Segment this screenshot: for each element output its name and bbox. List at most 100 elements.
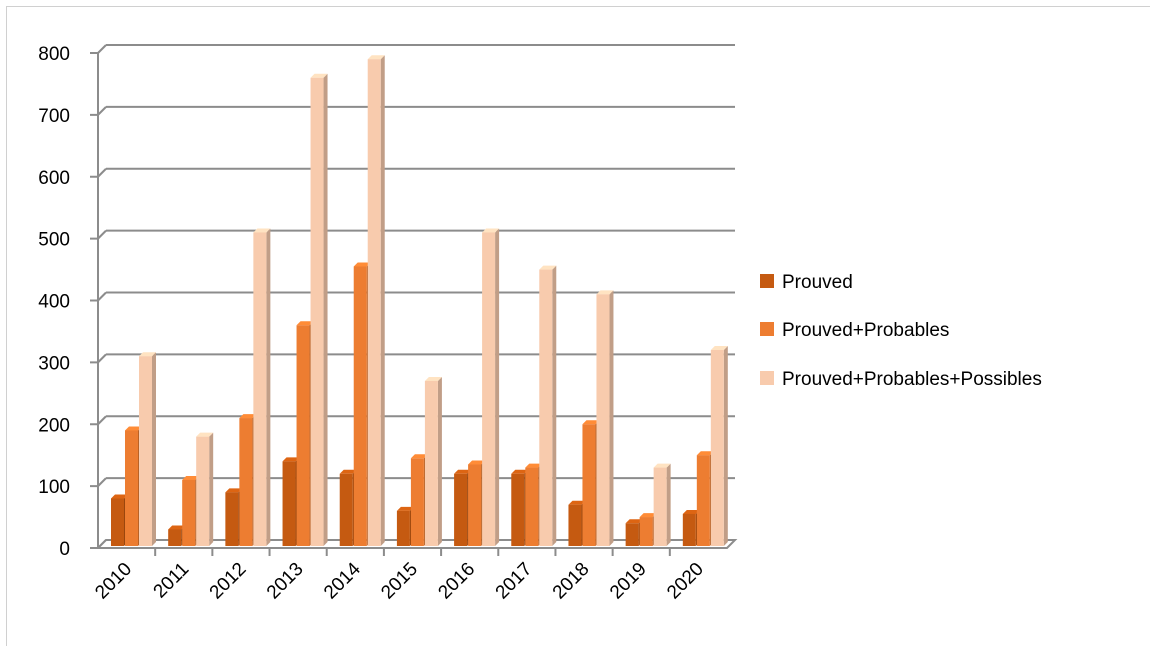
bar-front bbox=[682, 513, 696, 546]
grid-side-line bbox=[97, 291, 107, 302]
bar-front bbox=[653, 467, 667, 546]
bar-front bbox=[182, 479, 196, 546]
bar-prouved-probables-possibles-2020 bbox=[710, 346, 728, 546]
bar-top bbox=[525, 463, 543, 468]
bar-top bbox=[339, 469, 357, 474]
grid-side-line bbox=[97, 415, 107, 425]
x-tick-label: 2015 bbox=[377, 559, 422, 604]
grid-side-line bbox=[97, 44, 107, 54]
bar-front bbox=[710, 350, 724, 546]
legend-label: Prouved+Probables+Possibles bbox=[782, 369, 1042, 390]
legend-label: Prouved bbox=[782, 272, 853, 293]
bar-top bbox=[710, 346, 728, 350]
bar-front bbox=[482, 232, 496, 546]
bar-top bbox=[511, 469, 529, 474]
x-tick-label: 2019 bbox=[606, 559, 651, 604]
bar-top bbox=[296, 321, 314, 326]
legend-item: Prouved bbox=[760, 272, 853, 293]
bar-front bbox=[568, 504, 582, 546]
bar-top bbox=[596, 290, 614, 295]
bar-top bbox=[639, 513, 657, 518]
bar-top bbox=[353, 262, 371, 267]
bar-side bbox=[552, 265, 557, 546]
bar-prouved-probables-possibles-2016 bbox=[482, 228, 500, 546]
bar-front bbox=[625, 523, 639, 546]
bar-side bbox=[723, 346, 728, 546]
y-tick-label: 700 bbox=[38, 106, 70, 127]
bar-front bbox=[511, 473, 525, 546]
bar-front bbox=[596, 294, 610, 546]
bar-prouved-probables-possibles-2014 bbox=[367, 55, 385, 546]
bar-front bbox=[225, 492, 239, 546]
grid-side-line bbox=[97, 353, 107, 364]
bar-top bbox=[239, 414, 257, 419]
chart-frame bbox=[6, 6, 1150, 646]
y-tick-label: 600 bbox=[38, 168, 70, 189]
legend-swatch bbox=[760, 371, 774, 385]
bar-front bbox=[353, 266, 367, 546]
legend-item: Prouved+Probables bbox=[760, 320, 949, 341]
bar-top bbox=[482, 228, 500, 233]
legend-item: Prouved+Probables+Possibles bbox=[760, 369, 1042, 390]
y-tick-label: 400 bbox=[38, 292, 70, 313]
bar-prouved-probables-possibles-2018 bbox=[596, 290, 614, 546]
bar-side bbox=[495, 228, 500, 546]
bar-top bbox=[682, 509, 700, 514]
bar-top bbox=[396, 506, 414, 511]
bar-top bbox=[253, 228, 271, 233]
bar-front bbox=[296, 325, 310, 546]
x-tick-label: 2012 bbox=[206, 559, 251, 604]
bar-top bbox=[182, 475, 200, 480]
bar-front bbox=[196, 436, 210, 546]
bar-front bbox=[525, 467, 539, 546]
x-tick-label: 2020 bbox=[663, 559, 708, 604]
bar-front bbox=[310, 77, 324, 546]
bar-side bbox=[209, 432, 214, 546]
bar-side bbox=[609, 290, 614, 546]
bar-top bbox=[424, 376, 442, 381]
y-tick-label: 500 bbox=[38, 230, 70, 251]
bar-prouved-probables-possibles-2011 bbox=[196, 432, 214, 546]
bar-top bbox=[653, 463, 671, 468]
y-tick-label: 100 bbox=[38, 477, 70, 498]
bar-front bbox=[696, 455, 710, 546]
bar-prouved-probables-possibles-2012 bbox=[253, 228, 271, 546]
bar-top bbox=[696, 451, 714, 456]
bar-prouved-probables-possibles-2010 bbox=[139, 352, 156, 546]
bar-front bbox=[339, 473, 353, 546]
legend-swatch bbox=[760, 322, 774, 336]
bar-front bbox=[139, 356, 152, 546]
bar-front bbox=[239, 418, 253, 546]
bar-side bbox=[380, 55, 385, 546]
bar-top bbox=[168, 525, 186, 530]
x-tick-label: 2014 bbox=[320, 558, 365, 603]
bar-front bbox=[253, 232, 267, 546]
bar-front bbox=[539, 269, 553, 546]
bar-side bbox=[666, 463, 671, 546]
legend-swatch bbox=[760, 274, 774, 288]
x-tick-label: 2013 bbox=[263, 559, 308, 604]
bar-front bbox=[582, 424, 596, 546]
bar-top bbox=[468, 460, 486, 465]
bar-front bbox=[111, 498, 124, 546]
bar-top bbox=[367, 55, 385, 60]
legend-label: Prouved+Probables bbox=[782, 320, 949, 341]
y-tick-label: 800 bbox=[38, 44, 70, 65]
bar-top bbox=[196, 432, 214, 437]
bar-top bbox=[625, 519, 643, 524]
bar-side bbox=[266, 228, 271, 546]
bar-prouved-probables-possibles-2017 bbox=[539, 265, 557, 546]
bar-top bbox=[410, 454, 428, 459]
bar-top bbox=[454, 469, 472, 474]
y-tick-label: 200 bbox=[38, 415, 70, 436]
x-tick-label: 2010 bbox=[91, 559, 136, 604]
grid-side-line bbox=[97, 168, 107, 178]
bar-top bbox=[125, 426, 142, 431]
bar-prouved-probables-possibles-2019 bbox=[653, 463, 671, 546]
bar-top bbox=[282, 457, 300, 462]
y-tick-label: 300 bbox=[38, 353, 70, 374]
bar-top bbox=[111, 494, 128, 499]
x-tick-label: 2018 bbox=[549, 559, 594, 604]
grid-side-line bbox=[97, 229, 107, 240]
